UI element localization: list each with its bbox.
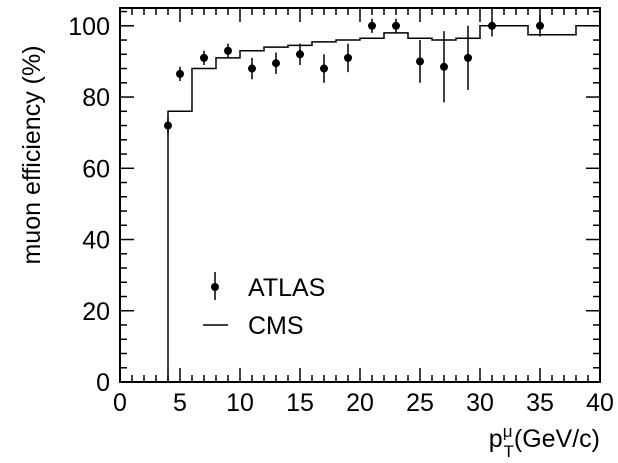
plot-frame — [119, 7, 601, 383]
atlas-point — [488, 21, 496, 30]
legend-atlas-marker — [211, 283, 219, 291]
atlas-point — [464, 53, 472, 62]
x-tick-label: 15 — [286, 389, 314, 417]
y-tick-label: 40 — [82, 227, 110, 255]
atlas-point — [392, 21, 400, 30]
atlas-point — [224, 46, 232, 55]
x-axis-label: pμ T(GeV/c) — [489, 422, 600, 461]
atlas-point — [272, 59, 280, 68]
atlas-point — [344, 53, 352, 62]
atlas-point — [440, 62, 448, 71]
atlas-point — [536, 21, 544, 30]
atlas-point — [296, 50, 304, 59]
x-tick-label: 40 — [586, 389, 614, 417]
atlas-point — [200, 53, 208, 62]
legend-cms-label: CMS — [248, 312, 304, 340]
atlas-point — [416, 57, 424, 66]
atlas-point — [368, 21, 376, 30]
atlas-point — [176, 69, 184, 78]
x-tick-label: 0 — [113, 389, 127, 417]
y-tick-label: 20 — [82, 298, 110, 326]
atlas-point — [164, 121, 172, 130]
y-tick-label: 100 — [68, 13, 110, 41]
x-tick-label: 10 — [226, 389, 254, 417]
atlas-point — [320, 64, 328, 73]
y-tick-label: 80 — [82, 84, 110, 112]
x-tick-label: 20 — [346, 389, 374, 417]
y-axis-label: muon efficiency (%) — [18, 45, 46, 264]
x-tick-label: 5 — [173, 389, 187, 417]
x-tick-label: 35 — [526, 389, 554, 417]
atlas-point — [248, 64, 256, 73]
y-tick-label: 0 — [96, 369, 110, 397]
cms-step-line — [167, 25, 600, 382]
legend-atlas-label: ATLAS — [248, 274, 325, 302]
y-tick-label: 60 — [82, 155, 110, 183]
x-tick-label: 30 — [466, 389, 494, 417]
x-tick-label: 25 — [406, 389, 434, 417]
